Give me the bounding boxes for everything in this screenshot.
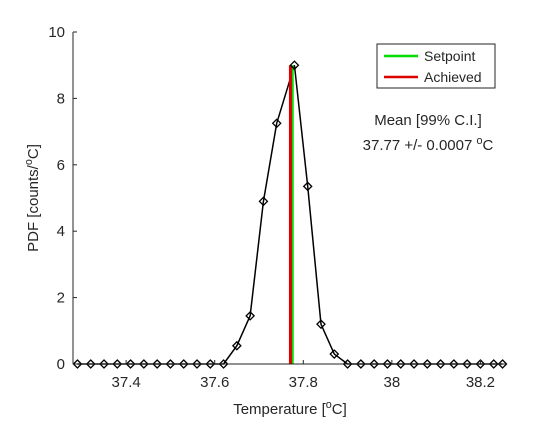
x-tick-label: 38.2 xyxy=(466,374,495,391)
data-point xyxy=(329,349,340,359)
x-tick-label: 38 xyxy=(384,374,401,391)
annotation-mean-title: Mean [99% C.I.] xyxy=(374,112,482,129)
data-point xyxy=(85,359,96,369)
data-point xyxy=(488,359,499,369)
data-point xyxy=(355,359,366,369)
data-point xyxy=(218,359,229,369)
data-point xyxy=(382,359,393,369)
data-point xyxy=(448,359,459,369)
x-axis-label: Temperature [oC] xyxy=(233,399,347,418)
annotation-mean-value: 37.77 +/- 0.0007 oC xyxy=(363,135,494,154)
x-tick-label: 37.4 xyxy=(112,374,141,391)
data-point xyxy=(302,181,313,192)
data-point xyxy=(289,60,300,71)
data-point xyxy=(125,359,136,369)
y-tick-label: 10 xyxy=(48,24,65,41)
data-point xyxy=(316,319,326,330)
data-point xyxy=(369,359,380,369)
data-point xyxy=(342,359,353,369)
data-point xyxy=(72,359,83,369)
data-point xyxy=(245,310,256,321)
y-tick-label: 0 xyxy=(57,356,65,373)
legend-label-achieved: Achieved xyxy=(424,69,482,85)
y-tick-label: 8 xyxy=(57,90,65,107)
data-point xyxy=(258,196,269,207)
data-point xyxy=(462,359,473,369)
y-tick-label: 4 xyxy=(57,223,65,240)
data-point xyxy=(178,359,189,369)
data-point xyxy=(271,118,282,129)
data-point xyxy=(475,359,486,369)
data-point xyxy=(435,359,446,369)
data-point xyxy=(205,359,216,369)
data-point xyxy=(395,359,406,369)
x-tick-label: 37.6 xyxy=(200,374,229,391)
legend-label-setpoint: Setpoint xyxy=(424,48,475,64)
data-point xyxy=(422,359,433,369)
data-point xyxy=(192,359,202,369)
data-point xyxy=(152,359,163,369)
data-point xyxy=(497,359,508,369)
data-point xyxy=(231,340,242,351)
x-tick-label: 37.8 xyxy=(289,374,318,391)
y-axis-label: PDF [counts/oC] xyxy=(23,144,42,252)
legend-box xyxy=(376,43,496,89)
data-point xyxy=(165,359,176,369)
y-tick-label: 6 xyxy=(57,157,65,174)
ticks-layer: 37.4 37.6 37.8 38 38.2 0 2 4 6 8 10 xyxy=(48,24,495,391)
y-tick-label: 2 xyxy=(57,290,65,307)
data-point xyxy=(99,359,109,369)
data-point xyxy=(112,359,123,369)
legend: Setpoint Achieved xyxy=(376,43,496,89)
data-point xyxy=(138,359,149,369)
axes-layer xyxy=(72,32,507,365)
data-point xyxy=(409,359,419,369)
